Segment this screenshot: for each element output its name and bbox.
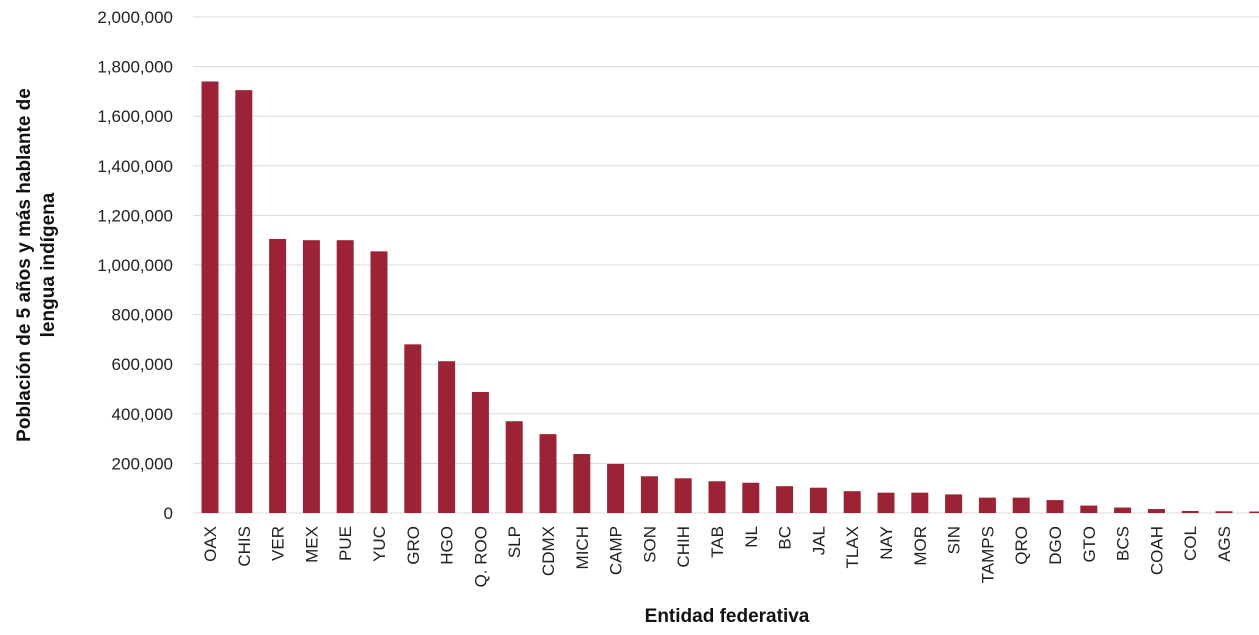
bar [337,240,354,513]
x-tick-label: CHIS [235,526,254,567]
bar [709,481,726,513]
y-tick-label: 800,000 [112,306,173,325]
y-tick-label: 600,000 [112,355,173,374]
bar [506,421,523,513]
x-axis-title: Entidad federativa [645,606,810,627]
bar [269,239,286,513]
x-tick-label: TAMPS [978,526,997,583]
y-tick-label: 0 [164,504,173,523]
x-tick-label: PUE [336,526,355,561]
x-tick-label: QRO [1012,526,1031,565]
bar [776,486,793,513]
x-tick-label: SLP [505,526,524,558]
bar [878,493,895,513]
bar [540,434,557,513]
bar [1114,508,1131,513]
y-tick-label: 400,000 [112,405,173,424]
bar [844,491,861,513]
bar [438,361,455,513]
bars [202,81,1259,513]
bar [1047,500,1064,513]
bar [911,493,928,513]
x-tick-label: MICH [573,526,592,569]
y-tick-label: 1,000,000 [97,256,173,275]
x-tick-label: OAX [201,526,220,562]
x-tick-label: BC [776,526,795,550]
x-tick-label: GTO [1080,526,1099,563]
bar [404,344,421,513]
x-tick-label: Q. ROO [471,526,490,587]
y-axis-title-line-1: Población de 5 años y más hablante de [14,88,35,442]
x-tick-label: TAB [708,526,727,558]
x-tick-label: SON [640,526,659,563]
bar [1080,506,1097,513]
bar [472,392,489,513]
bar [810,488,827,513]
x-tick-label: VER [269,526,288,561]
x-tick-label: COL [1181,526,1200,561]
x-tick-label: TLAX [843,526,862,569]
bar [202,81,219,513]
bar [1249,512,1259,513]
x-tick-label: CDMX [539,526,558,576]
bar [1182,511,1199,513]
x-tick-label: CAMP [607,526,626,575]
bar [945,494,962,513]
x-tick-label: MOR [911,526,930,566]
x-tick-label: NL [742,526,761,548]
bar [1216,511,1233,513]
y-tick-label: 1,400,000 [97,157,173,176]
y-tick-label: 2,000,000 [97,8,173,27]
bar [979,498,996,513]
x-tick-label: SIN [945,526,964,554]
x-tick-label: GRO [404,526,423,565]
x-tick-label: YUC [370,526,389,562]
x-axis-ticks: OAX CHIS VER MEX PUE YUC GRO HGO Q. ROO SLP CDMX MI… [201,526,1234,587]
x-tick-label: NAY [877,526,896,560]
bar [675,478,692,513]
y-tick-label: 1,600,000 [97,107,173,126]
x-tick-label: COAH [1147,526,1166,575]
bar [371,251,388,513]
x-tick-label: JAL [809,526,828,555]
bar [573,454,590,513]
x-tick-label: CHIH [674,526,693,568]
y-tick-label: 200,000 [112,454,173,473]
bar [235,90,252,513]
bar [641,476,658,513]
bar [742,483,759,513]
y-axis-ticks: 0 200,000 400,000 600,000 800,000 1,000,000 1,… [97,8,173,523]
bar [1013,498,1030,513]
y-tick-label: 1,800,000 [97,58,173,77]
bar [607,464,624,513]
bar [303,240,320,513]
x-tick-label: BCS [1114,526,1133,561]
y-tick-label: 1,200,000 [97,206,173,225]
x-tick-label: HGO [438,526,457,565]
bar [1148,509,1165,513]
x-tick-label: AGS [1215,526,1234,562]
x-tick-label: MEX [302,526,321,563]
x-tick-label: DGO [1046,526,1065,565]
y-axis-title-line-2: lengua indígena [38,192,59,337]
